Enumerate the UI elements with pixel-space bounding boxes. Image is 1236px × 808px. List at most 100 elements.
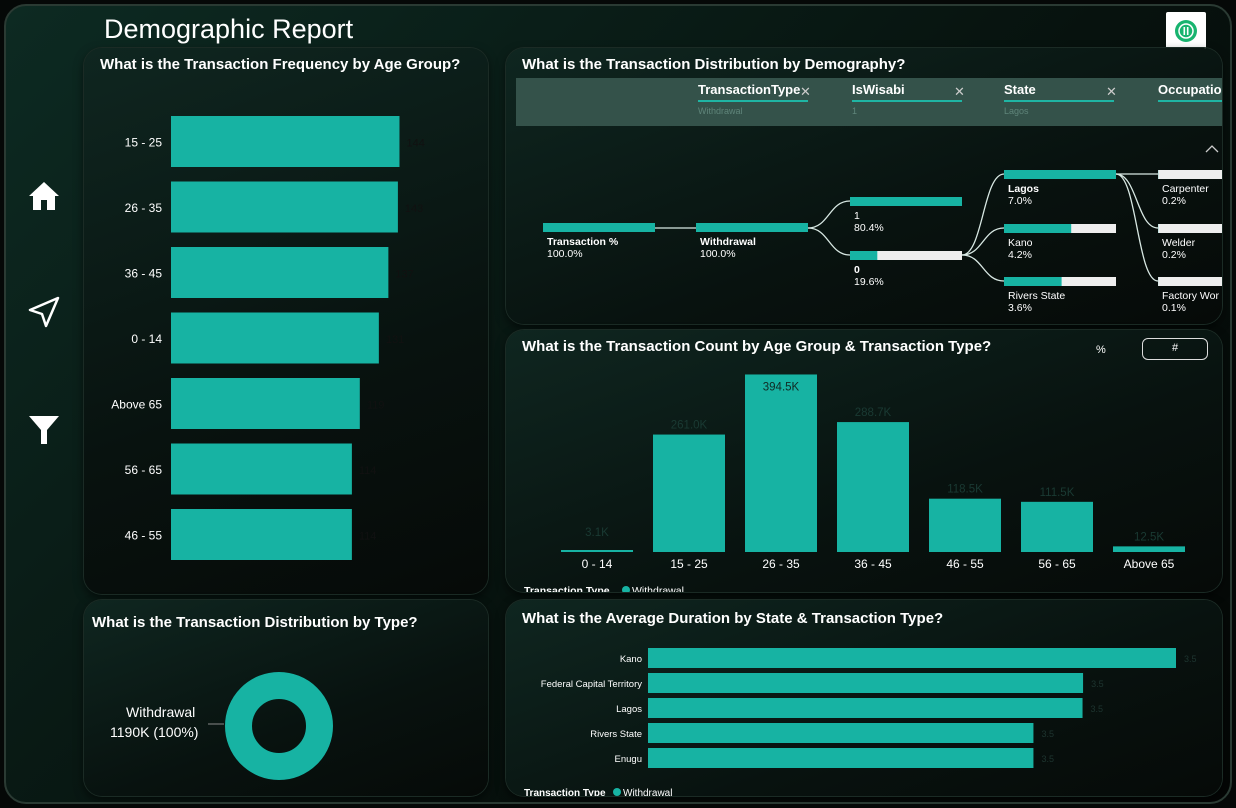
age-data-label: 131 bbox=[386, 334, 404, 346]
decomp-field-sub: Lagos bbox=[1004, 106, 1029, 116]
decomp-node-value: 80.4% bbox=[854, 222, 884, 234]
count-bar bbox=[1021, 501, 1093, 552]
decomp-field-3[interactable]: Occupatio bbox=[1158, 82, 1222, 97]
decomp-node-label: Withdrawal bbox=[700, 236, 756, 248]
decomp-link bbox=[961, 227, 1005, 256]
duration-tick-label: Rivers State bbox=[590, 729, 642, 740]
count-tick-label: 36 - 45 bbox=[854, 557, 892, 571]
page-title: Demographic Report bbox=[104, 14, 354, 44]
age-tick-label: 26 - 35 bbox=[125, 201, 163, 215]
age-frequency-panel: What is the Transaction Frequency by Age… bbox=[84, 48, 488, 594]
duration-data-label: 3.5 bbox=[1091, 704, 1104, 714]
count-data-label: 111.5K bbox=[1040, 487, 1075, 499]
decomp-field-underline bbox=[852, 100, 962, 102]
decomposition-title: What is the Transaction Distribution by … bbox=[522, 56, 906, 73]
count-legend-title: Transaction Type bbox=[524, 585, 610, 592]
count-bar bbox=[1113, 546, 1185, 552]
send-icon[interactable] bbox=[26, 294, 62, 330]
age-bar bbox=[171, 181, 398, 233]
decomp-node-value: 7.0% bbox=[1008, 195, 1032, 207]
count-chart: 3.1K 0 - 14 261.0K 15 - 25 394.5K 26 - 35 288.… bbox=[524, 374, 1185, 592]
age-data-label: 143 bbox=[405, 203, 423, 215]
age-bar bbox=[171, 509, 352, 560]
age-tick-label: 56 - 65 bbox=[125, 463, 163, 477]
count-tick-label: 15 - 25 bbox=[670, 557, 708, 571]
decomp-node-bar bbox=[1004, 170, 1116, 179]
duration-bar bbox=[648, 698, 1083, 718]
duration-bar bbox=[648, 673, 1084, 693]
duration-legend-marker bbox=[613, 788, 621, 796]
decomp-field-sub: Withdrawal bbox=[698, 106, 743, 116]
count-toggle-button[interactable]: # bbox=[1142, 338, 1208, 360]
close-icon[interactable]: ✕ bbox=[954, 84, 965, 99]
decomp-node-label: Welder bbox=[1162, 237, 1196, 249]
decomp-node-label: Carpenter bbox=[1162, 183, 1209, 195]
age-tick-label: 46 - 55 bbox=[125, 529, 163, 543]
count-data-label: 3.1K bbox=[585, 527, 609, 539]
decomp-field-0[interactable]: TransactionType bbox=[698, 82, 801, 97]
count-bar bbox=[561, 550, 633, 552]
decomp-node-label: Kano bbox=[1008, 237, 1033, 249]
age-bar bbox=[171, 378, 360, 429]
decomp-node-bar bbox=[850, 251, 878, 260]
age-data-label: 144 bbox=[406, 138, 424, 150]
donut-label-name: Withdrawal bbox=[126, 704, 196, 720]
age-data-label: 114 bbox=[359, 465, 377, 477]
count-data-label: 118.5K bbox=[947, 484, 983, 496]
close-icon[interactable]: ✕ bbox=[800, 84, 811, 99]
duration-legend-title: Transaction Type bbox=[524, 788, 606, 796]
age-data-label: 119 bbox=[367, 400, 385, 412]
decomp-node-value: 0.2% bbox=[1162, 249, 1186, 261]
age-tick-label: 0 - 14 bbox=[131, 332, 162, 346]
decomp-field-underline bbox=[1158, 100, 1222, 102]
decomp-node-track bbox=[850, 251, 962, 260]
decomp-node-value: 0.2% bbox=[1162, 195, 1186, 207]
duration-data-label: 3.5 bbox=[1041, 754, 1054, 764]
decomp-node-label: 0 bbox=[854, 264, 860, 276]
count-tick-label: 0 - 14 bbox=[582, 557, 613, 571]
age-frequency-title: What is the Transaction Frequency by Age… bbox=[100, 56, 461, 73]
chevron-up-icon bbox=[1205, 145, 1219, 153]
decomp-node-bar bbox=[1004, 277, 1062, 286]
percent-toggle[interactable]: % bbox=[1096, 344, 1106, 356]
duration-bar bbox=[648, 648, 1176, 668]
app-logo bbox=[1166, 12, 1206, 50]
type-distribution-panel: What is the Transaction Distribution by … bbox=[84, 600, 488, 796]
decomp-link bbox=[961, 254, 1005, 282]
count-panel: What is the Transaction Count by Age Gro… bbox=[506, 330, 1222, 592]
count-legend-marker bbox=[622, 586, 630, 592]
decomp-link bbox=[807, 200, 851, 229]
duration-tick-label: Lagos bbox=[616, 704, 642, 715]
close-icon[interactable]: ✕ bbox=[1106, 84, 1117, 99]
age-bar bbox=[171, 443, 352, 495]
decomp-node-track bbox=[1158, 224, 1222, 233]
count-tick-label: Above 65 bbox=[1124, 557, 1175, 571]
duration-bar bbox=[648, 748, 1034, 768]
count-data-label: 261.0K bbox=[671, 420, 708, 432]
decomp-node-bar bbox=[850, 197, 962, 206]
decomp-node-bar bbox=[1004, 224, 1072, 233]
duration-tick-label: Federal Capital Territory bbox=[541, 679, 642, 690]
decomp-field-2[interactable]: State bbox=[1004, 82, 1036, 97]
home-icon[interactable] bbox=[26, 178, 62, 214]
count-data-label: 288.7K bbox=[855, 407, 892, 419]
decomp-node-value: 3.6% bbox=[1008, 302, 1032, 314]
decomp-node-value: 0.1% bbox=[1162, 302, 1186, 314]
decomp-node-label: Factory Wor bbox=[1162, 290, 1219, 302]
filter-icon[interactable] bbox=[26, 412, 62, 448]
duration-title: What is the Average Duration by State & … bbox=[522, 610, 944, 627]
decomp-node-bar bbox=[543, 223, 655, 232]
decomp-field-sub: 1 bbox=[852, 106, 858, 116]
age-data-label: 137 bbox=[395, 269, 413, 281]
count-bar bbox=[837, 422, 909, 552]
age-data-label: 114 bbox=[359, 531, 377, 543]
logo-icon bbox=[1175, 20, 1197, 42]
count-bar bbox=[929, 498, 1001, 552]
decomp-field-1[interactable]: IsWisabi bbox=[852, 82, 905, 97]
decomp-field-underline bbox=[698, 100, 808, 102]
decomp-node-track bbox=[1158, 277, 1222, 286]
decomp-node-label: 1 bbox=[854, 210, 860, 222]
count-tick-label: 56 - 65 bbox=[1038, 557, 1076, 571]
count-bar bbox=[745, 374, 817, 552]
decomp-node-value: 100.0% bbox=[700, 248, 736, 260]
